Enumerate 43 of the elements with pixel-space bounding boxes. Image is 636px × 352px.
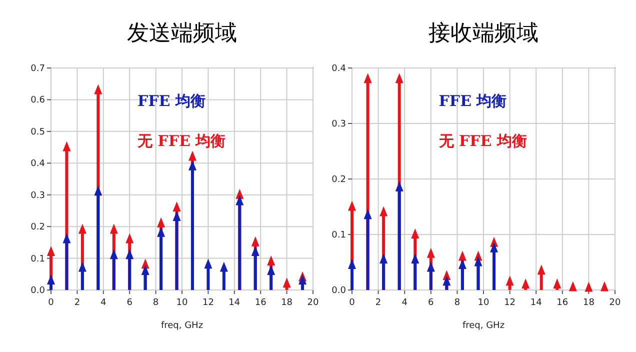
series-label: 无 FFE 均衡 [136,132,226,150]
x-tick-label: 0 [349,298,356,308]
y-tick-label: 0.0 [30,286,46,296]
y-tick-label: 0.1 [332,230,346,240]
x-tick-label: 10 [176,298,188,308]
y-tick-label: 0.2 [30,222,45,233]
x-tick-label: 16 [556,298,568,308]
x-tick-label: 14 [530,298,542,308]
y-tick-label: 0.0 [332,286,346,296]
y-tick-label: 0.4 [30,159,46,170]
x-tick-label: 0 [48,298,54,308]
x-tick-label: 18 [281,298,293,308]
x-tick-label: 4 [100,298,107,308]
x-tick-label: 4 [402,298,408,308]
x-tick-label: 8 [454,298,460,308]
x-tick-label: 14 [228,298,240,308]
x-tick-label: 18 [582,298,595,308]
text: FFE 均衡 [438,92,507,110]
x-tick-label: 20 [609,298,621,308]
x-tick-label: 10 [478,298,490,308]
y-tick-label: 0.4 [332,64,346,74]
x-axis-title: freq, GHz [462,321,505,331]
y-tick-label: 0.3 [30,190,45,201]
x-tick-label: 2 [74,298,80,308]
x-tick-label: 6 [428,298,434,308]
y-tick-label: 0.5 [30,127,45,138]
x-tick-label: 12 [504,298,516,308]
y-tick-label: 0.3 [332,120,346,130]
y-tick-label: 0.6 [30,96,46,106]
y-tick-label: 0.2 [332,175,346,185]
y-tick-label: 0.7 [30,64,45,74]
y-tick-label: 0.1 [30,254,45,264]
chart-title: 接收端频域 [428,21,538,46]
chart-title: 发送端频域 [127,21,237,46]
x-tick-label: 8 [152,298,159,308]
x-axis-title: freq, GHz [160,321,204,331]
x-tick-label: 12 [202,298,214,308]
text: 无 FFE 均衡 [438,132,527,150]
x-tick-label: 6 [126,298,133,308]
x-tick-label: 20 [307,298,319,308]
text: FFE 均衡 [137,92,206,110]
x-tick-label: 2 [375,298,382,308]
x-tick-label: 16 [254,298,267,308]
